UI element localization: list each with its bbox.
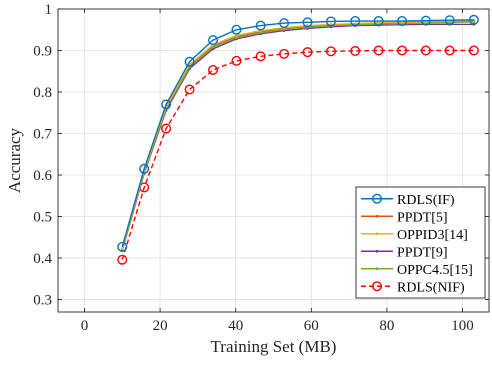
series-5 xyxy=(117,45,479,265)
data-point xyxy=(161,123,172,134)
data-point xyxy=(255,20,266,31)
data-point xyxy=(255,51,266,62)
data-point xyxy=(375,249,379,253)
legend-label: OPPID3[14] xyxy=(397,228,468,243)
data-point xyxy=(397,45,408,56)
data-point xyxy=(372,281,383,292)
data-point xyxy=(302,17,313,28)
data-point xyxy=(235,36,238,40)
data-point xyxy=(375,232,379,236)
y-tick-label: 0.4 xyxy=(33,251,52,267)
data-point xyxy=(184,56,195,67)
legend-label: RDLS(NIF) xyxy=(397,280,465,295)
plot-frame xyxy=(57,8,490,313)
data-point xyxy=(235,34,238,37)
y-axis-title: Accuracy xyxy=(5,127,24,193)
legend-item: OPPC4.5[15] xyxy=(361,263,473,278)
x-tick-label: 100 xyxy=(451,318,474,334)
data-point xyxy=(373,45,384,56)
data-point xyxy=(208,35,219,46)
data-point xyxy=(420,15,431,26)
series-line xyxy=(121,49,474,260)
data-point xyxy=(139,163,150,174)
data-point xyxy=(350,45,361,56)
data-point xyxy=(325,46,336,57)
y-tick-label: 0.5 xyxy=(33,210,52,226)
y-tick-label: 0.7 xyxy=(33,127,52,143)
data-point xyxy=(231,55,242,66)
x-tick-label: 60 xyxy=(304,318,319,334)
legend-item: OPPID3[14] xyxy=(361,228,468,243)
data-point xyxy=(420,45,431,56)
legend-label: PPDT[9] xyxy=(397,245,448,260)
data-point xyxy=(184,84,195,95)
y-tick-label: 0.6 xyxy=(33,168,52,184)
data-point xyxy=(373,16,384,27)
data-point xyxy=(161,99,172,110)
legend-item: RDLS(NIF) xyxy=(361,280,465,295)
data-point xyxy=(259,31,263,35)
data-point xyxy=(444,45,455,56)
data-point xyxy=(302,47,313,58)
data-point xyxy=(377,21,381,25)
data-point xyxy=(211,45,215,49)
legend-label: RDLS(IF) xyxy=(397,193,455,208)
series-0 xyxy=(117,14,479,252)
legend-item: RDLS(IF) xyxy=(361,193,455,208)
data-point xyxy=(468,14,479,25)
data-point xyxy=(231,24,242,35)
data-point xyxy=(350,16,361,27)
y-tick-label: 0.3 xyxy=(33,293,52,309)
y-tick-label: 0.9 xyxy=(33,44,52,60)
x-tick-label: 20 xyxy=(153,318,168,334)
x-axis-title: Training Set (MB) xyxy=(211,337,337,356)
y-tick-label: 1 xyxy=(45,2,53,18)
series-line xyxy=(121,19,474,250)
series-line xyxy=(121,21,474,250)
data-point xyxy=(375,267,379,271)
data-point xyxy=(353,22,357,25)
data-point xyxy=(120,247,124,251)
data-point xyxy=(117,241,128,252)
y-tick-label: 0.8 xyxy=(33,85,52,101)
x-tick-label: 0 xyxy=(81,318,89,334)
legend-label: PPDT[5] xyxy=(397,210,448,225)
series-line xyxy=(121,19,474,248)
data-point xyxy=(117,254,128,265)
data-point xyxy=(208,65,219,76)
legend: RDLS(IF) PPDT[5] OPPID3[14] PPDT[9] OPPC4.5[… xyxy=(355,186,486,299)
x-tick-label: 40 xyxy=(228,318,243,334)
data-point xyxy=(325,16,336,27)
data-point xyxy=(279,48,290,59)
data-point xyxy=(444,15,455,26)
x-tick-label: 80 xyxy=(379,318,394,334)
series-line xyxy=(121,23,474,251)
legend-item: PPDT[9] xyxy=(361,245,448,260)
series-layer xyxy=(117,14,479,265)
legend-item: PPDT[5] xyxy=(361,210,448,225)
data-point xyxy=(279,18,290,29)
data-point xyxy=(468,45,479,56)
data-point xyxy=(375,214,379,218)
legend-label: OPPC4.5[15] xyxy=(397,263,473,278)
axis-ticks: 0 20 40 60 80 100 0.3 0.4 0.5 0.6 0.7 0.8 0.9 1 xyxy=(33,2,489,334)
data-point xyxy=(372,193,383,204)
data-point xyxy=(397,16,408,27)
legend-box xyxy=(355,186,486,299)
